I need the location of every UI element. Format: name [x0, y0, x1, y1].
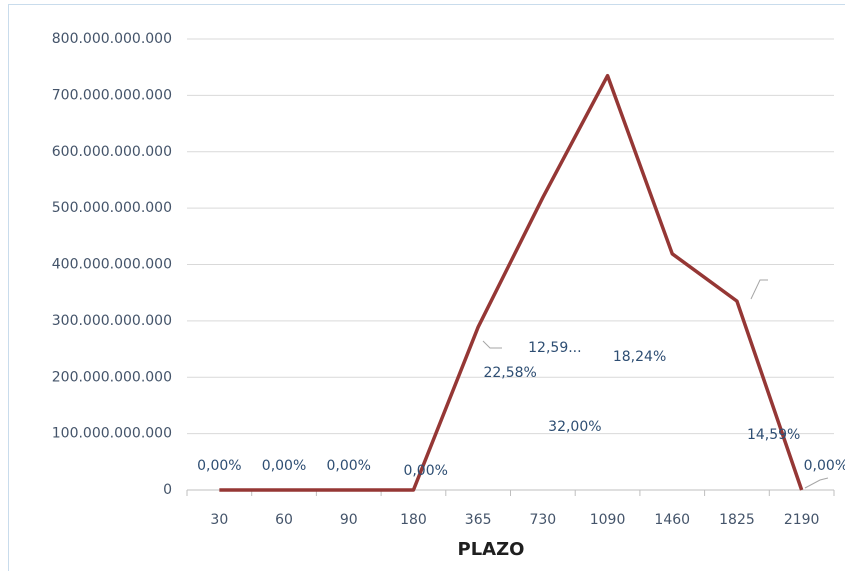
leader-line	[482, 340, 502, 349]
x-tick-label: 90	[340, 512, 358, 528]
data-label: 22,58%	[483, 365, 536, 381]
y-tick-label: 700.000.000.000	[52, 87, 172, 103]
x-tick-label: 1460	[654, 512, 690, 528]
x-tick-label: 2190	[784, 512, 820, 528]
data-label: 0,00%	[403, 463, 447, 479]
data-label: 0,00%	[804, 458, 845, 474]
y-tick-label: 100.000.000.000	[52, 426, 172, 442]
data-label: 0,00%	[197, 458, 241, 474]
y-tick-label: 500.000.000.000	[52, 200, 172, 216]
leader-line	[750, 279, 768, 300]
x-tick-label: 730	[529, 512, 556, 528]
data-label: 18,24%	[613, 349, 666, 365]
x-tick-label: 1825	[719, 512, 755, 528]
x-axis-title: PLAZO	[458, 539, 525, 560]
data-label: 14,59%	[747, 427, 800, 443]
y-tick-label: 600.000.000.000	[52, 144, 172, 160]
data-label: 12,59...	[528, 340, 581, 356]
x-tick-label: 60	[275, 512, 293, 528]
y-tick-label: 200.000.000.000	[52, 369, 172, 385]
x-tick-label: 30	[210, 512, 228, 528]
data-label: 0,00%	[327, 458, 371, 474]
x-tick-label: 1090	[590, 512, 626, 528]
series-line	[219, 73, 804, 492]
leader-line	[804, 477, 829, 489]
data-label: 32,00%	[548, 419, 601, 435]
y-tick-label: 0	[163, 482, 172, 498]
data-label: 0,00%	[262, 458, 306, 474]
y-tick-label: 800.000.000.000	[52, 31, 172, 47]
y-tick-label: 300.000.000.000	[52, 313, 172, 329]
x-tick-label: 365	[465, 512, 492, 528]
chart-border	[8, 4, 845, 571]
y-tick-label: 400.000.000.000	[52, 257, 172, 273]
x-tick-label: 180	[400, 512, 427, 528]
